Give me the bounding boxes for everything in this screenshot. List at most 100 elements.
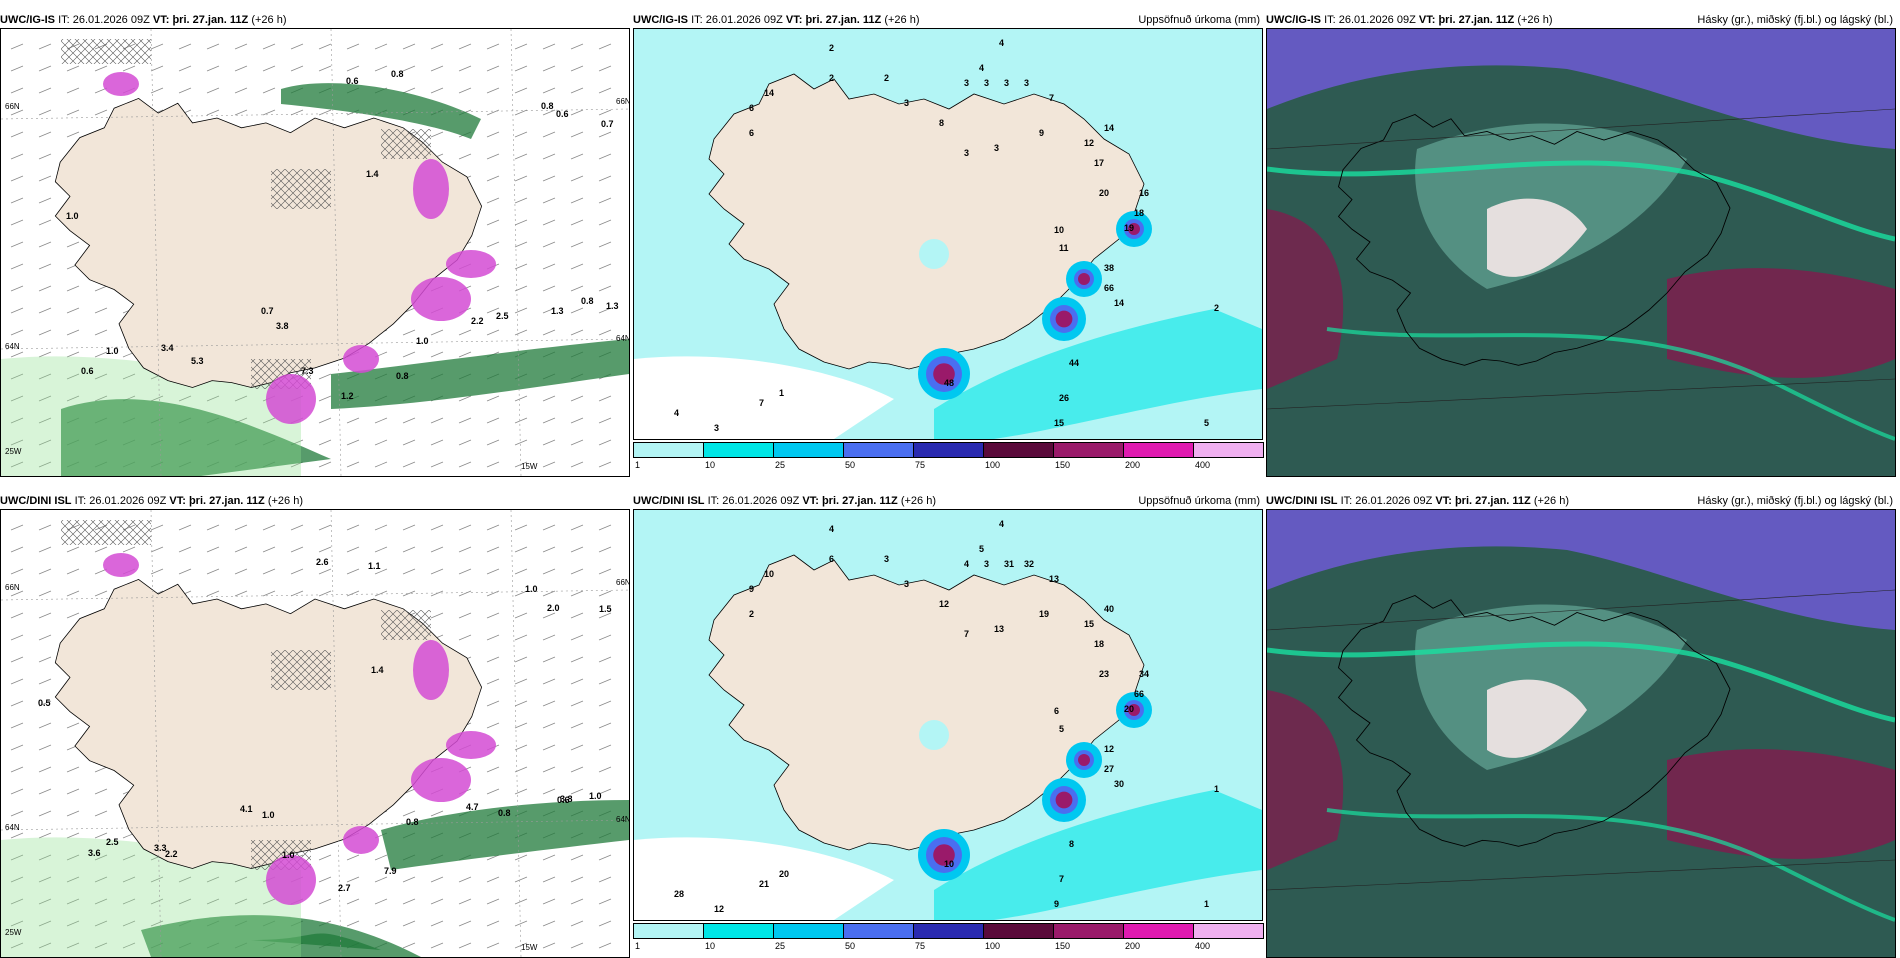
precip-value-label: 2.2 [471,316,484,326]
accum-value-label: 12 [939,599,949,609]
precip-value-label: 4.1 [240,804,253,814]
accum-value-label: 18 [1094,639,1104,649]
accum-value-label: 10 [764,569,774,579]
accum-value-label: 15 [1084,619,1094,629]
it-value: 26.01.2026 09Z [72,14,150,26]
precip-value-label: 1.4 [366,169,379,179]
precip-colorbar: 1 10 25 50 75 100 150 200 400 [633,442,1264,472]
colorbar-tick-label: 200 [1125,941,1141,951]
precip-value-label: 1.3 [551,306,564,316]
cloud-cover-map [1266,28,1896,477]
colorbar-tick-label: 150 [1055,460,1071,470]
accum-value-label: 10 [944,859,954,869]
accum-value-label: 18 [1134,208,1144,218]
accum-value-label: 40 [1104,604,1114,614]
axis-label-lon_bl: 25W [5,447,22,456]
precip-value-label: 0.8 [581,296,594,306]
iceland-outline [1337,114,1731,366]
synoptic-map: 66N64N25W15W66N64N0.60.80.80.60.71.41.00… [0,28,630,477]
precip-value-label: 1.0 [262,810,275,820]
precip-value-label: 1.2 [341,391,354,401]
colorbar-tick-label: 75 [915,941,926,951]
accum-value-label: 3 [884,554,889,564]
accum-value-label: 2 [829,43,834,53]
accum-value-label: 4 [979,63,984,73]
precip-value-label: 2.5 [106,837,119,847]
accum-value-label: 13 [994,624,1004,634]
panel-header: UWC/DINI ISL IT: 26.01.2026 09Z VT: þri.… [633,493,1263,509]
precip-value-label: 0.5 [38,698,51,708]
precip-value-label: 1.1 [368,561,381,571]
model-name: UWC/DINI ISL [633,495,705,507]
accum-value-label: 9 [1054,899,1059,909]
precip-title: Uppsöfnuð úrkoma (mm) [1138,14,1260,26]
colorbar-swatch [1053,442,1124,458]
accum-value-label: 48 [944,378,954,388]
accum-value-label: 14 [764,88,774,98]
vt-value: þri. 27.jan. 11Z [172,14,249,26]
precip-band [331,339,629,409]
precip-value-label: 1.5 [599,604,612,614]
vt-value: þri. 27.jan. 11Z [1438,14,1515,26]
accum-value-label: 3 [904,579,909,589]
accum-value-label: 4 [674,408,679,418]
accum-value-label: 3 [984,559,989,569]
axis-label-lat_r1: 66N [616,97,629,106]
accum-value-label: 10 [1054,225,1064,235]
precip-value-label: 1.0 [66,211,79,221]
iceland-landmass [54,578,483,869]
precip-value-label: 0.6 [346,76,359,86]
precip-colorbar: 1 10 25 50 75 100 150 200 400 [633,923,1264,953]
panel-precip-dini: UWC/DINI ISL IT: 26.01.2026 09Z VT: þri.… [633,493,1264,958]
axis-label-lat_r2: 64N [616,334,629,343]
panel-cloud-igis: UWC/IG-IS IT: 26.01.2026 09Z VT: þri. 27… [1266,12,1896,477]
colorbar-tick-label: 1 [635,941,641,951]
accum-value-label: 20 [1124,704,1134,714]
lead-time: (+26 h) [900,495,937,507]
vt-label: VT: [152,14,170,26]
precip-value-label: 1.0 [282,850,295,860]
accum-value-label: 12 [1084,138,1094,148]
colorbar-swatch [983,923,1054,939]
lead-time: (+26 h) [884,14,920,26]
colorbar-swatch [1193,442,1264,458]
precip-band [61,399,331,476]
colorbar-tick-label: 200 [1125,460,1141,470]
colorbar-swatch [703,442,774,458]
cloud-title: Hásky (gr.), miðský (fj.bl.) og lágský (… [1697,495,1893,507]
accum-value-label: 3 [904,98,909,108]
colorbar-swatch [1123,923,1194,939]
lead-time: (+26 h) [1517,14,1553,26]
it-value: 26.01.2026 09Z [1338,14,1416,26]
accum-value-label: 12 [714,904,724,914]
precip-value-label: 2.5 [496,311,509,321]
it-label: IT: [74,495,87,507]
accum-value-label: 3 [1024,78,1029,88]
model-name: UWC/DINI ISL [0,495,72,507]
accum-value-label: 21 [759,879,769,889]
axis-label-lat_r2: 64N [616,815,629,824]
colorbar-tick-label: 100 [985,941,1001,951]
it-value: 26.01.2026 09Z [1355,495,1433,507]
accum-value-label: 32 [1024,559,1034,569]
panel-header: UWC/DINI ISL IT: 26.01.2026 09Z VT: þri.… [1266,493,1896,509]
colorbar-swatch [913,923,984,939]
colorbar-swatch [843,442,914,458]
iceland-landmass [708,554,1145,851]
accum-value-label: 12 [1104,744,1114,754]
vt-label: VT: [1418,14,1436,26]
accum-value-label: 19 [1039,609,1049,619]
panel-synoptic-dini: UWC/DINI ISL IT: 26.01.2026 09Z VT: þri.… [0,493,630,958]
colorbar-tick-label: 400 [1195,941,1211,951]
accum-value-label: 30 [1114,779,1124,789]
synoptic-map-svg: 66N64N25W15W66N64N0.60.80.80.60.71.41.00… [1,29,629,476]
precip-band [381,800,629,870]
accum-value-label: 5 [1059,724,1064,734]
accum-value-label: 4 [964,559,969,569]
accum-value-label: 17 [1094,158,1104,168]
accum-value-label: 3 [984,78,989,88]
it-label: IT: [707,495,720,507]
accum-value-label: 13 [1049,574,1059,584]
accum-value-label: 20 [779,869,789,879]
panel-header: UWC/IG-IS IT: 26.01.2026 09Z VT: þri. 27… [0,12,630,28]
